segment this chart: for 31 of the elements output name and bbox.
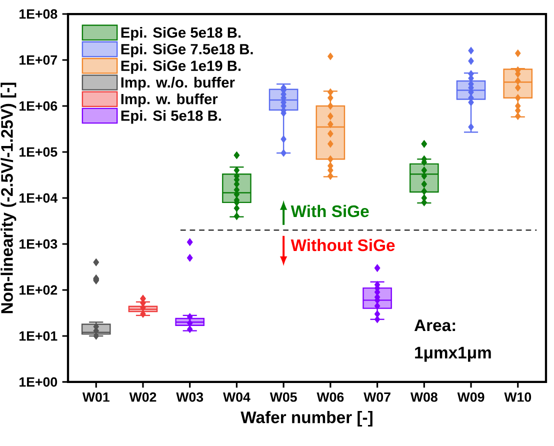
legend-label: Epi. Si 5e18 B. <box>121 110 221 124</box>
y-tick-label: 1E+02 <box>20 285 58 295</box>
legend-label: Epi. SiGe 1e19 B. <box>121 60 241 74</box>
annotation: Area: <box>414 320 456 332</box>
x-tick-label: W03 <box>176 392 204 402</box>
x-tick-label: W05 <box>270 392 297 402</box>
x-tick-label: W06 <box>316 392 344 402</box>
annotation: With SiGe <box>290 204 369 218</box>
y-tick-label: 1E+00 <box>20 377 58 387</box>
y-tick-label: 1E+05 <box>20 147 58 157</box>
legend-label: Imp. w./o. buffer <box>121 76 235 91</box>
x-tick-label: W07 <box>364 392 390 402</box>
y-tick-label: 1E+03 <box>20 239 58 249</box>
annotation: Without SiGe <box>290 238 395 252</box>
y-tick-label: 1E+04 <box>20 193 58 203</box>
y-tick-label: 1E+07 <box>20 55 58 65</box>
x-tick-label: W04 <box>223 392 250 402</box>
annotation: 1μmx1μm <box>415 346 491 362</box>
legend-label: Epi. SiGe 7.5e18 B. <box>121 44 253 58</box>
x-tick-label: W08 <box>410 392 438 402</box>
x-tick-label: W10 <box>504 392 532 402</box>
y-tick-label: 1E+01 <box>20 331 58 341</box>
x-tick-label: W09 <box>457 392 484 402</box>
legend-label: Epi. SiGe 5e18 B. <box>121 26 241 41</box>
x-axis-title: Wafer number [-] <box>240 410 372 427</box>
legend-label: Imp. w. buffer <box>121 93 218 108</box>
y-axis-title: Non-linearity (-2.5V/-1.25V) [-] <box>0 82 16 314</box>
y-tick-label: 1E+06 <box>20 101 58 111</box>
x-tick-label: W02 <box>129 392 156 402</box>
y-tick-label: 1E+08 <box>20 9 58 19</box>
x-tick-label: W01 <box>82 392 110 402</box>
